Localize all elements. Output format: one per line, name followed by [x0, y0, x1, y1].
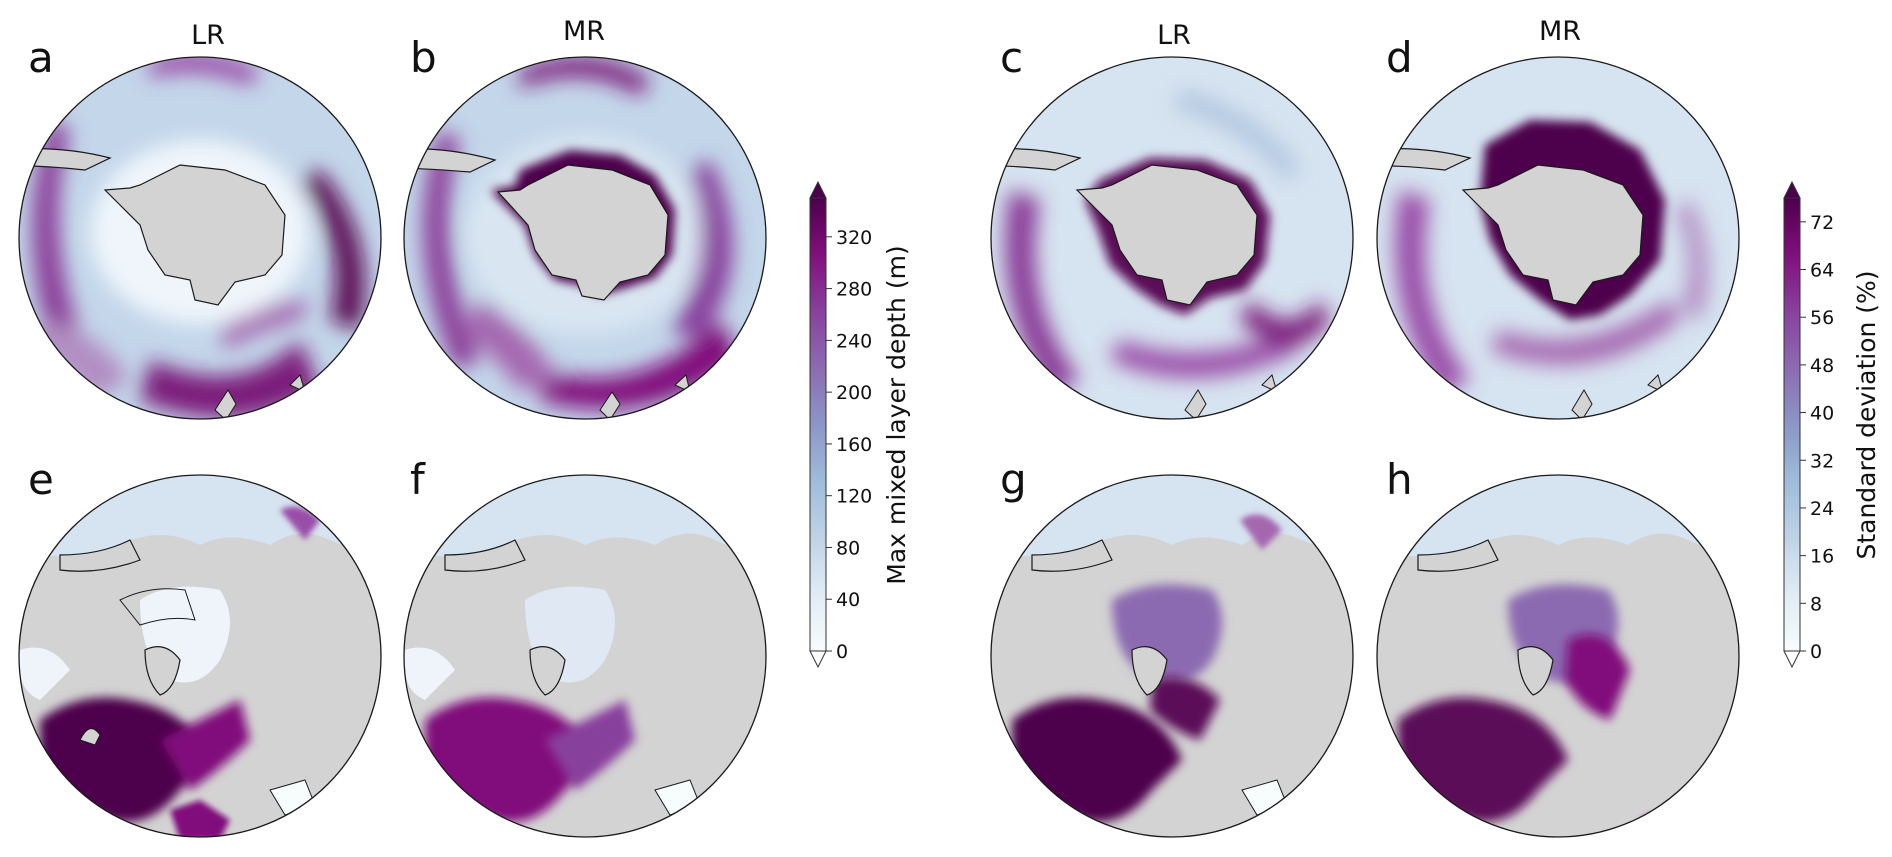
- panel-label-c: c: [1000, 33, 1023, 82]
- std-field-d: [1395, 190, 1708, 395]
- colorbar-std-tick-label: 64: [1810, 260, 1834, 282]
- nordic-seas-std-h: [1398, 697, 1568, 822]
- colorbar-std-tick-label: 56: [1810, 307, 1834, 329]
- colorbar-mld-tick-label: 240: [836, 330, 872, 352]
- greenland-h: [1517, 646, 1554, 696]
- colorbar-mld: 0 40 80 120 160 200 240 280 320 Max mixed layer …: [809, 180, 911, 669]
- panel-label-g: g: [1000, 455, 1027, 504]
- colorbar-mld-ticks: 0 40 80 120 160 200 240 280 320: [826, 227, 872, 663]
- antarctica-landmass-d: [1461, 164, 1644, 306]
- colorbar-mld-extend-max: [809, 180, 827, 199]
- std-field-c: [1005, 90, 1330, 395]
- map-panel-g: [990, 474, 1354, 838]
- map-panel-a: [18, 56, 382, 420]
- colorbar-mld-tick-label: 120: [836, 486, 872, 508]
- colorbar-mld-gradient: [809, 197, 827, 652]
- panel-label-h: h: [1386, 455, 1413, 504]
- map-panel-d: [1376, 56, 1740, 420]
- colorbar-std-ticks: 0 8 16 24 32 40 48 56 64 72: [1800, 212, 1834, 663]
- colorbar-mld-label: Max mixed layer depth (m): [882, 245, 911, 584]
- greenland-f: [529, 646, 566, 696]
- antarctica-landmass-b: [496, 164, 669, 301]
- nordic-seas-mixing-e: [40, 697, 210, 822]
- colorbar-std-tick-label: 48: [1810, 355, 1834, 377]
- colorbar-mld-tick-label: 200: [836, 382, 872, 404]
- panel-label-f: f: [410, 455, 426, 504]
- colorbar-mld-tick-label: 320: [836, 227, 872, 249]
- colorbar-std-tick-label: 16: [1810, 546, 1834, 568]
- colorbar-std-tick-label: 40: [1810, 403, 1834, 425]
- nordic-seas-std-g: [1012, 697, 1182, 822]
- nordic-seas-mixing-f: [425, 697, 595, 822]
- colorbar-std-tick-label: 72: [1810, 212, 1834, 234]
- colorbar-std-extend-max: [1783, 180, 1801, 199]
- panel-title-a: LR: [191, 20, 225, 51]
- colorbar-std-label: Standard deviation (%): [1852, 270, 1881, 559]
- panel-label-d: d: [1386, 33, 1413, 82]
- colorbar-std: 0 8 16 24 32 40 48 56 64 72 Standard deviation (%…: [1783, 180, 1881, 669]
- panel-title-b: MR: [563, 16, 605, 47]
- colorbar-std-tick-label: 24: [1810, 498, 1834, 520]
- map-panel-b: [403, 56, 767, 420]
- panel-label-a: a: [28, 33, 54, 82]
- antarctica-landmass-c: [1075, 164, 1258, 306]
- panel-title-c: LR: [1157, 20, 1191, 51]
- map-panel-c: [990, 56, 1354, 420]
- panel-label-b: b: [410, 33, 437, 82]
- colorbar-mld-tick-label: 80: [836, 537, 860, 559]
- colorbar-std-gradient: [1783, 197, 1801, 652]
- greenland-g: [1131, 646, 1168, 696]
- colorbar-mld-tick-label: 160: [836, 434, 872, 456]
- colorbar-mld-tick-label: 280: [836, 279, 872, 301]
- greenland-e: [144, 646, 181, 696]
- colorbar-std-extend-min: [1783, 650, 1801, 669]
- panel-label-e: e: [28, 455, 54, 504]
- colorbar-mld-tick-label: 0: [836, 641, 848, 663]
- colorbar-std-tick-label: 0: [1810, 641, 1822, 663]
- panel-title-d: MR: [1539, 16, 1581, 47]
- map-panel-f: [403, 474, 767, 838]
- colorbar-std-tick-label: 32: [1810, 450, 1834, 472]
- colorbar-std-tick-label: 8: [1810, 593, 1822, 615]
- colorbar-mld-tick-label: 40: [836, 589, 860, 611]
- antarctica-landmass-a: [103, 164, 286, 306]
- map-panel-e: [18, 474, 382, 838]
- colorbar-mld-extend-min: [809, 650, 827, 669]
- map-panel-h: [1376, 474, 1740, 838]
